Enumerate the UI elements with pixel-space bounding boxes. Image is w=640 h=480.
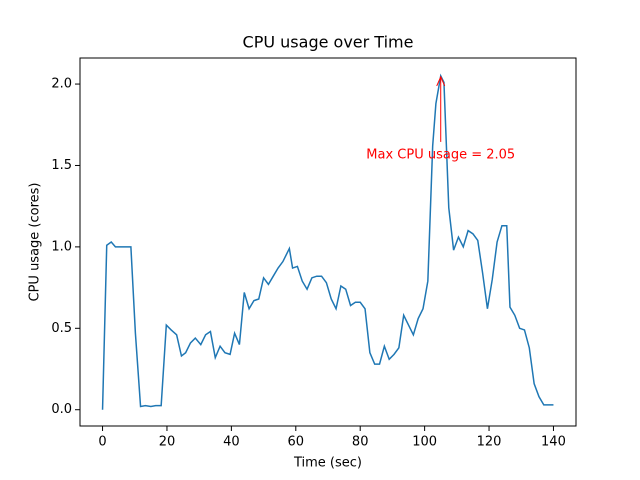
x-tick-label: 40	[223, 435, 240, 450]
y-tick-label: 1.0	[51, 239, 72, 254]
annotation-arrowhead	[436, 75, 446, 87]
y-tick-label: 0.0	[51, 402, 72, 417]
x-tick-label: 0	[98, 435, 106, 450]
y-axis-label: CPU usage (cores)	[28, 183, 43, 302]
x-axis-label: Time (sec)	[293, 456, 362, 471]
x-tick-label: 60	[288, 435, 305, 450]
chart-title: CPU usage over Time	[243, 33, 414, 52]
data-line	[101, 73, 554, 410]
x-tick-label: 100	[412, 435, 437, 450]
y-tick-label: 1.5	[51, 158, 72, 173]
plot-frame	[79, 57, 577, 427]
y-tick-label: 2.0	[51, 77, 72, 92]
annotation-text: Max CPU usage = 2.05	[366, 147, 515, 162]
x-tick-label: 120	[477, 435, 502, 450]
y-tick-label: 0.5	[51, 321, 72, 336]
x-tick-label: 80	[352, 435, 369, 450]
x-tick-label: 140	[541, 435, 566, 450]
x-tick-label: 20	[159, 435, 176, 450]
